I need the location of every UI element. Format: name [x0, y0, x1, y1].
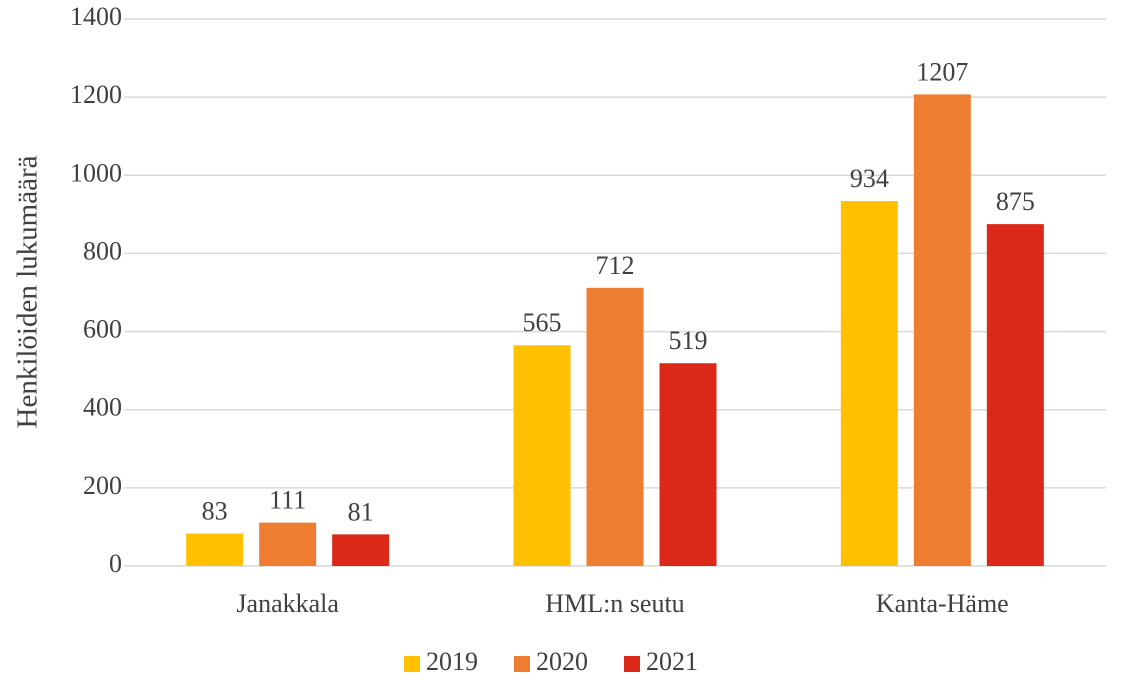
y-tick-label: 1000: [70, 158, 122, 187]
y-tick-label: 600: [83, 315, 122, 344]
bar: [259, 522, 317, 566]
bar: [986, 224, 1044, 566]
data-label: 81: [348, 497, 374, 526]
legend-label: 2019: [426, 647, 478, 676]
x-tick-label: HML:n seutu: [545, 589, 684, 618]
data-label: 934: [850, 164, 889, 193]
bar: [659, 363, 717, 566]
bar: [332, 534, 390, 566]
legend-swatch: [404, 656, 420, 672]
legend-label: 2021: [646, 647, 698, 676]
x-tick-label: Kanta-Häme: [876, 589, 1009, 618]
y-axis-label: Henkilöiden lukumäärä: [12, 155, 44, 428]
y-tick-label: 1400: [70, 2, 122, 31]
y-tick-label: 0: [109, 549, 122, 578]
data-label: 83: [202, 497, 228, 526]
data-label: 519: [669, 326, 708, 355]
y-tick-label: 1200: [70, 80, 122, 109]
bar: [186, 533, 244, 566]
y-tick-label: 400: [83, 393, 122, 422]
data-label: 712: [596, 251, 635, 280]
data-label: 565: [523, 308, 562, 337]
legend-swatch: [624, 656, 640, 672]
x-tick-label: Janakkala: [236, 589, 339, 618]
bar: [513, 345, 571, 566]
legend-label: 2020: [536, 647, 588, 676]
bar: [840, 201, 898, 566]
y-tick-label: 800: [83, 236, 122, 265]
data-label: 111: [269, 486, 306, 515]
y-tick-label: 200: [83, 471, 122, 500]
data-label: 1207: [916, 57, 968, 86]
bar: [586, 287, 644, 566]
bar: [913, 94, 971, 566]
data-label: 875: [996, 187, 1035, 216]
legend-swatch: [514, 656, 530, 672]
